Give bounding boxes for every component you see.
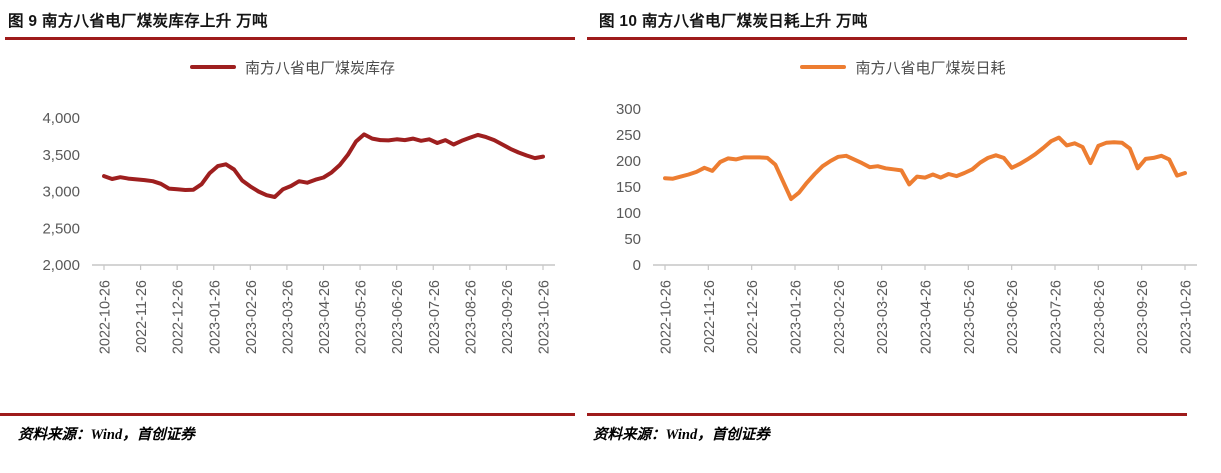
legend-line-icon <box>189 64 236 70</box>
svg-text:2023-05-26: 2023-05-26 <box>962 280 978 354</box>
figure-9-coal-inventory: 图 9 南方八省电厂煤炭库存上升 万吨 南方八省电厂煤炭库存 2022-10-2… <box>0 0 585 444</box>
inventory-line-chart: 2022-10-26 2022-11-26 2022-12-26 2023-01-26… <box>0 80 585 385</box>
figure-9-legend: 南方八省电厂煤炭库存 <box>0 55 585 79</box>
svg-text:3,500: 3,500 <box>42 147 80 164</box>
svg-text:2023-08-26: 2023-08-26 <box>1092 280 1108 354</box>
svg-text:50: 50 <box>624 231 641 248</box>
svg-text:2023-05-26: 2023-05-26 <box>354 280 370 354</box>
svg-text:300: 300 <box>616 101 641 118</box>
svg-text:2023-09-26: 2023-09-26 <box>500 280 516 354</box>
svg-text:2023-03-26: 2023-03-26 <box>280 280 296 354</box>
svg-text:2022-12-26: 2022-12-26 <box>171 280 187 354</box>
svg-text:2023-10-26: 2023-10-26 <box>1179 280 1195 354</box>
figure-9-footer: 资料来源：Wind，首创证券 <box>0 413 585 444</box>
svg-text:150: 150 <box>616 179 641 196</box>
svg-text:2023-07-26: 2023-07-26 <box>427 280 443 354</box>
svg-text:2023-10-26: 2023-10-26 <box>537 280 553 354</box>
svg-text:2023-02-26: 2023-02-26 <box>244 280 260 354</box>
figure-10-source-note: 资料来源：Wind，首创证券 <box>593 427 770 443</box>
svg-text:2023-02-26: 2023-02-26 <box>832 280 848 354</box>
svg-text:2023-01-26: 2023-01-26 <box>207 280 223 354</box>
svg-text:2023-06-26: 2023-06-26 <box>1005 280 1021 354</box>
svg-text:100: 100 <box>616 205 641 222</box>
figure-10-footer-rule <box>587 413 1187 416</box>
svg-text:2023-06-26: 2023-06-26 <box>390 280 406 354</box>
figure-10-legend: 南方八省电厂煤炭日耗 <box>585 55 1221 79</box>
svg-text:2023-04-26: 2023-04-26 <box>919 280 935 354</box>
svg-text:4,000: 4,000 <box>42 110 80 127</box>
svg-text:2,500: 2,500 <box>42 220 80 237</box>
svg-text:2023-03-26: 2023-03-26 <box>875 280 891 354</box>
svg-text:250: 250 <box>616 127 641 144</box>
figure-10-footer: 资料来源：Wind，首创证券 <box>585 413 1221 444</box>
svg-text:2022-12-26: 2022-12-26 <box>745 280 761 354</box>
svg-text:2022-11-26: 2022-11-26 <box>134 280 150 353</box>
svg-text:2023-01-26: 2023-01-26 <box>789 280 805 354</box>
figure-9-title: 图 9 南方八省电厂煤炭库存上升 万吨 <box>8 13 268 30</box>
figure-9-source-note: 资料来源：Wind，首创证券 <box>18 427 195 443</box>
figure-9-footer-rule <box>0 413 575 416</box>
figure-10-legend-label: 南方八省电厂煤炭日耗 <box>855 59 1006 77</box>
svg-text:3,000: 3,000 <box>42 184 80 201</box>
figure-9-legend-label: 南方八省电厂煤炭库存 <box>244 59 395 77</box>
svg-text:2,000: 2,000 <box>42 257 80 274</box>
consumption-line-chart: 2022-10-26 2022-11-26 2022-12-26 2023-01-26… <box>585 80 1221 385</box>
svg-text:2022-10-26: 2022-10-26 <box>98 280 114 354</box>
figure-9-title-rule <box>5 37 575 40</box>
figure-10-title: 图 10 南方八省电厂煤炭日耗上升 万吨 <box>599 13 868 30</box>
svg-text:2022-10-26: 2022-10-26 <box>659 280 675 354</box>
legend-line-icon <box>800 64 847 70</box>
svg-text:2023-04-26: 2023-04-26 <box>317 280 333 354</box>
svg-text:2023-08-26: 2023-08-26 <box>463 280 479 354</box>
svg-text:0: 0 <box>633 257 641 274</box>
figure-10-title-rule <box>587 37 1187 40</box>
report-figures-row: 图 9 南方八省电厂煤炭库存上升 万吨 南方八省电厂煤炭库存 2022-10-2… <box>0 0 1221 444</box>
svg-text:2022-11-26: 2022-11-26 <box>702 280 718 353</box>
svg-text:2023-09-26: 2023-09-26 <box>1135 280 1151 354</box>
svg-text:200: 200 <box>616 153 641 170</box>
figure-10-coal-daily-consumption: 图 10 南方八省电厂煤炭日耗上升 万吨 南方八省电厂煤炭日耗 2022-10-… <box>585 0 1221 444</box>
svg-text:2023-07-26: 2023-07-26 <box>1049 280 1065 354</box>
